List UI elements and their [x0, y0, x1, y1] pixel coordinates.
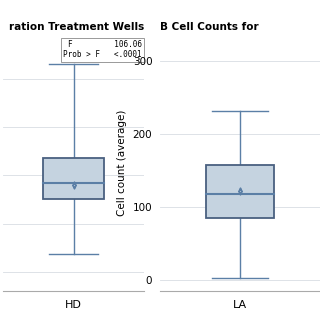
- Text: F         106.06
Prob > F   <.0001: F 106.06 Prob > F <.0001: [63, 40, 141, 60]
- Y-axis label: Cell count (average): Cell count (average): [117, 110, 127, 216]
- Text: ration Treatment Wells: ration Treatment Wells: [9, 22, 144, 32]
- FancyBboxPatch shape: [205, 165, 275, 218]
- FancyBboxPatch shape: [43, 158, 104, 199]
- Text: B Cell Counts for: B Cell Counts for: [160, 22, 259, 32]
